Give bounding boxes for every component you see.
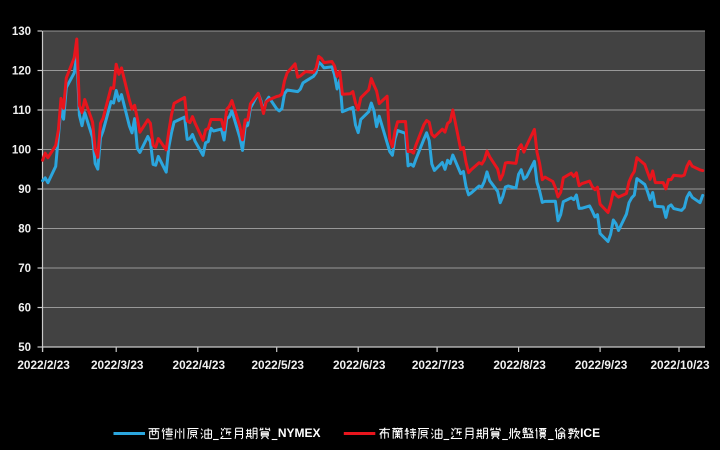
svg-text:2022/9/23: 2022/9/23	[575, 358, 628, 372]
svg-text:ICE: ICE	[580, 426, 600, 440]
svg-text:60: 60	[18, 303, 31, 315]
svg-text:100: 100	[12, 145, 31, 157]
svg-text:2022/2/23: 2022/2/23	[17, 358, 70, 372]
svg-text:2022/10/23: 2022/10/23	[650, 358, 709, 372]
svg-text:2022/3/23: 2022/3/23	[91, 358, 144, 372]
svg-text:80: 80	[18, 224, 31, 236]
svg-text:50: 50	[18, 342, 31, 354]
svg-text:2022/7/23: 2022/7/23	[412, 358, 465, 372]
svg-text:70: 70	[18, 263, 31, 275]
svg-text:120: 120	[12, 66, 31, 78]
svg-text:2022/4/23: 2022/4/23	[173, 358, 226, 372]
svg-text:110: 110	[12, 105, 31, 117]
svg-text:2022/5/23: 2022/5/23	[251, 358, 304, 372]
svg-text:2022/8/23: 2022/8/23	[493, 358, 546, 372]
svg-text:NYMEX: NYMEX	[278, 426, 321, 440]
svg-text:130: 130	[12, 26, 31, 38]
svg-text:90: 90	[18, 184, 31, 196]
svg-text:2022/6/23: 2022/6/23	[333, 358, 386, 372]
